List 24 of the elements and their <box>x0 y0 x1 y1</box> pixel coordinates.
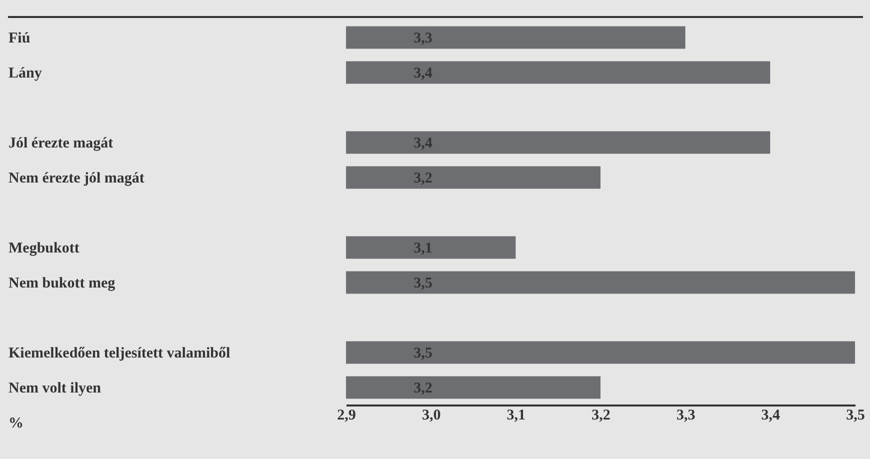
y-tick-label: Nem érezte jól magát <box>8 170 144 186</box>
x-tick-label: 2,9 <box>337 408 356 424</box>
data-label: 3,4 <box>414 66 433 82</box>
x-tick-label: 3,3 <box>676 408 696 424</box>
x-axis-title: % <box>8 416 24 432</box>
data-label: 3,2 <box>414 170 432 186</box>
data-label: 3,4 <box>414 136 433 152</box>
x-tick-label: 3,2 <box>592 408 610 424</box>
data-label: 3,5 <box>414 276 432 292</box>
data-label: 3,3 <box>414 30 432 46</box>
data-label: 3,1 <box>414 240 432 256</box>
y-tick-label: Jól érezte magát <box>8 136 114 152</box>
data-label: 3,2 <box>414 380 432 396</box>
x-tick-label: 3,4 <box>761 408 781 424</box>
y-tick-label: Kiemelkedően teljesített valamiből <box>8 346 230 362</box>
y-tick-label: Nem volt ilyen <box>8 380 102 396</box>
x-tick-label: 3,0 <box>422 408 441 424</box>
y-tick-label: Nem bukott meg <box>8 276 116 292</box>
y-tick-label: Fiú <box>8 30 30 46</box>
x-tick-label: 3,5 <box>846 408 865 424</box>
y-tick-label: Megbukott <box>8 240 80 256</box>
y-tick-label: Lány <box>8 66 42 82</box>
data-label: 3,5 <box>414 346 432 362</box>
x-tick-label: 3,1 <box>506 408 526 424</box>
